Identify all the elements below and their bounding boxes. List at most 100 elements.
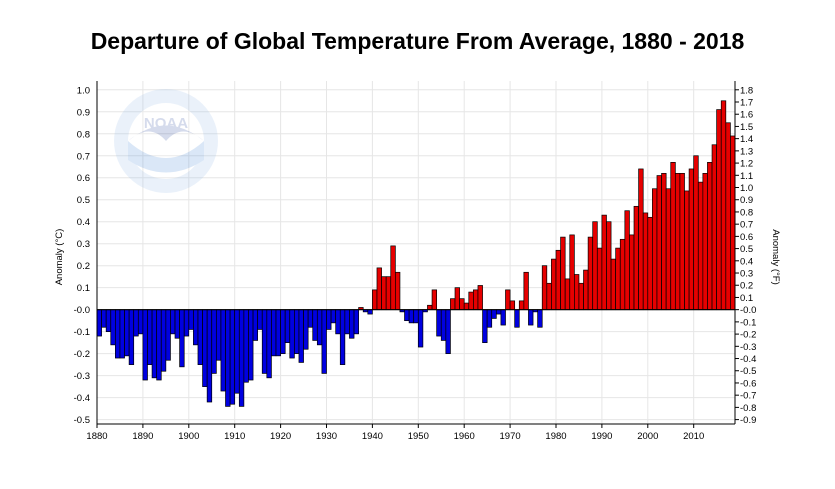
bar-2016 (720, 100, 727, 311)
bar-1981 (560, 236, 566, 311)
bar-1960 (463, 302, 470, 311)
bar-1885 (119, 309, 125, 359)
bar-1995 (624, 210, 630, 311)
bar-1931 (330, 309, 337, 324)
bar-1884 (115, 309, 121, 359)
y-tick-right-label: -0.8 (740, 403, 756, 414)
bar-1964 (482, 309, 488, 343)
bar-1914 (252, 309, 258, 341)
bar-1953 (431, 289, 438, 311)
bar-2007 (679, 172, 685, 311)
bar-1974 (528, 309, 534, 326)
bar-1963 (477, 285, 483, 311)
x-tick-label: 1980 (545, 431, 566, 442)
bar-1887 (128, 309, 135, 365)
bar-1901 (193, 309, 199, 346)
bar-1968 (500, 309, 506, 326)
bar-1934 (344, 309, 350, 335)
y-tick-left-label: 0.7 (77, 151, 90, 162)
bar-1979 (551, 258, 557, 311)
x-tick-label: 1970 (500, 431, 521, 442)
bar-1891 (147, 309, 153, 365)
bar-1944 (390, 245, 396, 311)
bar-1897 (174, 309, 180, 339)
y-tick-left-label: 0.6 (77, 173, 90, 184)
bar-1952 (427, 304, 433, 311)
bar-1895 (165, 309, 171, 361)
bar-1992 (610, 258, 617, 311)
bar-1903 (202, 309, 208, 387)
bar-1947 (404, 309, 410, 322)
y-tick-right-label: -0.9 (740, 415, 756, 426)
y-tick-right-label: 0.3 (740, 269, 753, 280)
bar-2018 (730, 135, 736, 311)
y-tick-left-label: 0.8 (77, 129, 90, 140)
bar-1893 (156, 309, 162, 381)
y-tick-left-label: -0.2 (74, 349, 90, 360)
bar-1921 (284, 309, 291, 343)
bar-1998 (638, 168, 644, 311)
y-tick-left-label: 0.2 (77, 261, 90, 272)
y-tick-right-label: 1.5 (740, 122, 753, 133)
x-tick-label: 1880 (86, 431, 107, 442)
y-tick-right-label: 0.4 (740, 256, 753, 267)
bar-1959 (459, 298, 465, 311)
y-tick-right-label: 0.9 (740, 195, 753, 206)
y-tick-left-label: 0.4 (77, 217, 90, 228)
bar-2000 (647, 216, 653, 311)
bar-1971 (514, 309, 520, 328)
x-tick-label: 1890 (132, 431, 153, 442)
bar-1916 (261, 309, 268, 374)
bar-2012 (702, 172, 708, 311)
bar-1945 (394, 271, 401, 311)
bar-1880 (96, 309, 102, 337)
bar-1911 (238, 309, 245, 407)
bar-1955 (440, 309, 447, 341)
bar-1908 (225, 309, 231, 407)
y-tick-left-label: 0.9 (77, 107, 90, 118)
y-tick-right-label: 1.4 (740, 134, 753, 145)
y-tick-right-label: 1.8 (740, 85, 753, 96)
y-tick-right-label: 1.3 (740, 146, 753, 157)
bar-2006 (674, 172, 681, 311)
bar-1969 (505, 289, 511, 311)
bar-1954 (436, 309, 442, 337)
bar-1962 (473, 289, 479, 311)
x-tick-label: 2000 (637, 431, 658, 442)
y-tick-right-label: -0.0 (740, 305, 756, 316)
bar-2010 (693, 155, 699, 311)
bar-1892 (151, 309, 158, 379)
bar-1940 (372, 289, 378, 311)
bar-1894 (160, 309, 167, 372)
bar-1985 (578, 282, 584, 311)
bar-1936 (353, 309, 359, 335)
bar-1986 (583, 269, 589, 311)
bar-2002 (656, 175, 662, 311)
bar-1999 (642, 212, 649, 311)
y-tick-right-label: -0.1 (740, 317, 756, 328)
bar-1926 (307, 309, 314, 328)
y-tick-right-label: 1.7 (740, 98, 753, 109)
bar-1907 (220, 309, 226, 392)
bar-1927 (312, 309, 318, 341)
bar-1915 (257, 309, 263, 330)
bar-2003 (661, 172, 667, 311)
bar-1976 (537, 309, 543, 328)
bar-1930 (326, 309, 332, 330)
y-tick-left-label: 0.3 (77, 239, 90, 250)
y-tick-right-label: 0.8 (740, 207, 753, 218)
x-tick-label: 1950 (408, 431, 429, 442)
chart-title: Departure of Global Temperature From Ave… (90, 28, 745, 54)
bar-1898 (179, 309, 185, 368)
bar-1990 (601, 214, 607, 311)
y-tick-left-label: -0.4 (74, 393, 90, 404)
bar-1949 (413, 309, 419, 324)
bar-2001 (652, 188, 658, 311)
bar-1977 (541, 265, 548, 311)
plot-frame (96, 81, 736, 425)
bar-1929 (321, 309, 327, 374)
bar-1956 (445, 309, 451, 354)
bar-1982 (564, 278, 571, 311)
bar-1913 (248, 309, 254, 381)
